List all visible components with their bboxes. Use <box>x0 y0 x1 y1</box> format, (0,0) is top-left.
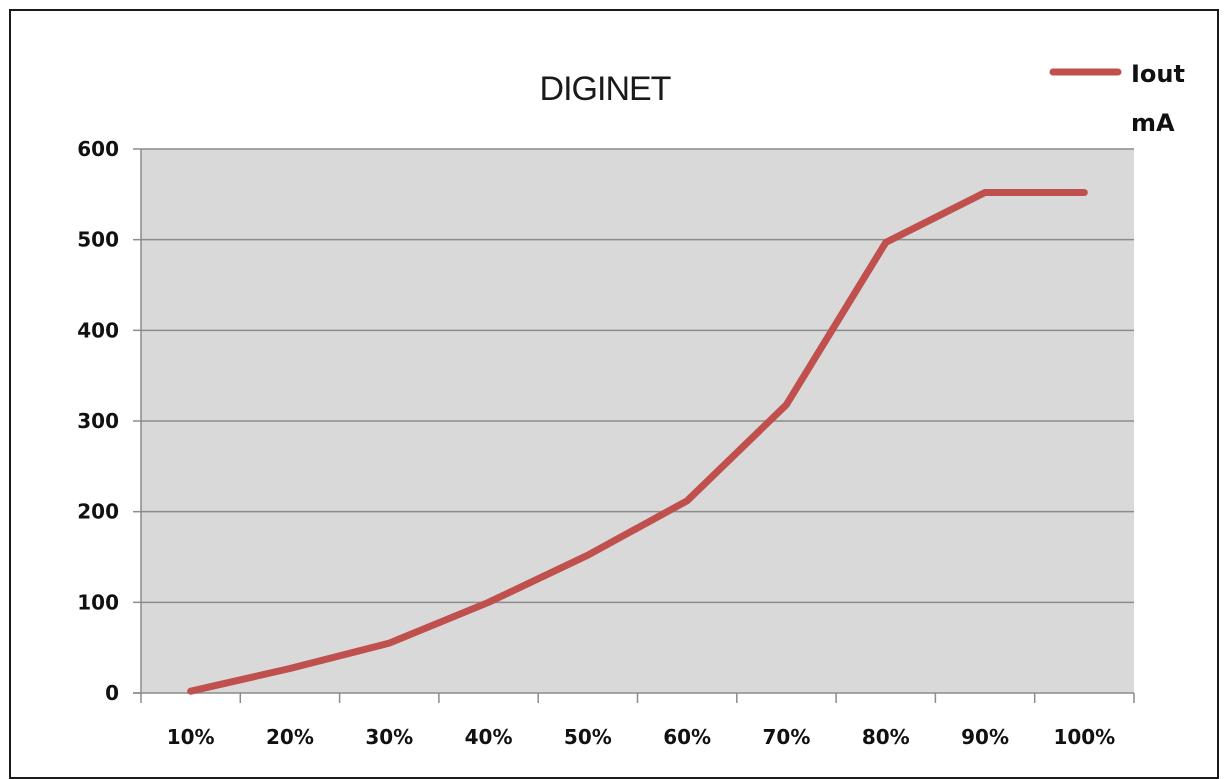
legend-label-line-1: Iout <box>1131 60 1185 88</box>
x-tick-label-7: 70% <box>763 725 811 749</box>
x-tick-label-1: 10% <box>167 725 215 749</box>
y-tick-label-500: 500 <box>77 228 119 252</box>
y-tick-label-400: 400 <box>77 318 119 342</box>
x-tick-label-8: 80% <box>862 725 910 749</box>
x-tick-label-6: 60% <box>663 725 711 749</box>
x-tick-label-9: 90% <box>961 725 1009 749</box>
y-tick-label-0: 0 <box>105 681 119 705</box>
y-tick-labels: 0 100 200 300 400 500 600 <box>77 137 119 705</box>
x-tick-label-10: 100% <box>1053 725 1115 749</box>
x-tick-label-2: 20% <box>266 725 314 749</box>
x-tick-labels: 10% 20% 30% 40% 50% 60% 70% 80% 90% 100% <box>167 725 1116 749</box>
chart-title: DIGINET <box>540 70 671 108</box>
legend-label-line-2: mA <box>1131 109 1175 137</box>
y-tick-label-200: 200 <box>77 500 119 524</box>
y-tick-label-100: 100 <box>77 590 119 614</box>
y-tick-label-300: 300 <box>77 409 119 433</box>
y-tick-label-600: 600 <box>77 137 119 161</box>
x-tick-label-5: 50% <box>564 725 612 749</box>
x-tick-label-4: 40% <box>465 725 513 749</box>
legend: Iout mA <box>1053 60 1185 137</box>
x-tick-label-3: 30% <box>365 725 413 749</box>
